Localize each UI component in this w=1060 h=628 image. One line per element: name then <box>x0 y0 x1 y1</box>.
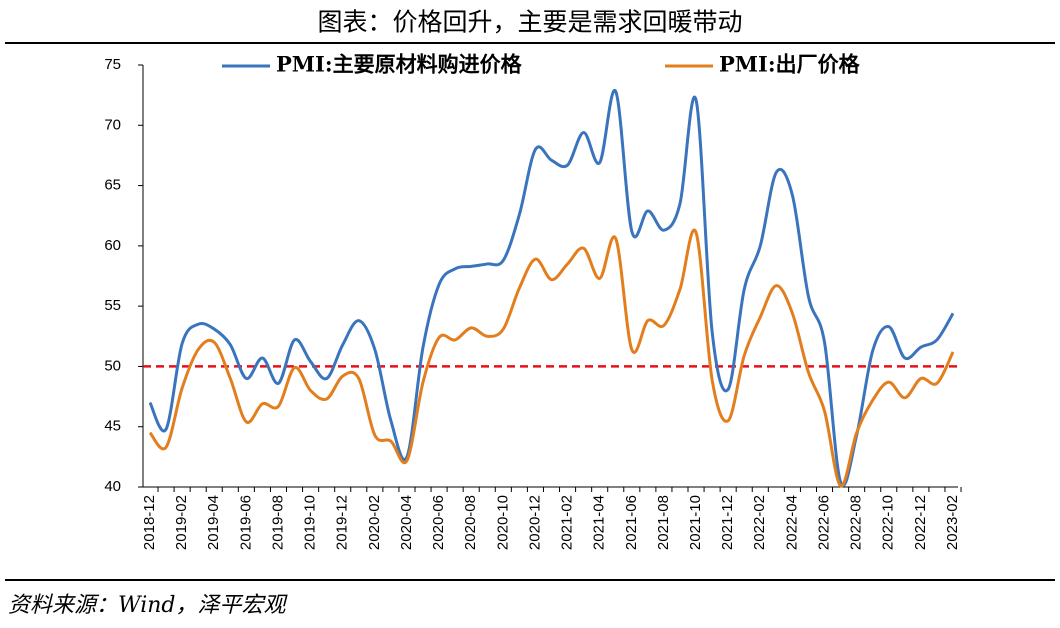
x-tick-label: 2021-04 <box>591 495 608 550</box>
chart-title: 图表：价格回升，主要是需求回暖带动 <box>317 8 742 37</box>
x-tick-label: 2022-02 <box>751 495 768 550</box>
y-tick-label: 65 <box>104 177 121 194</box>
x-tick-label: 2019-04 <box>205 495 222 550</box>
x-tick-label: 2023-02 <box>944 495 961 550</box>
x-tick-label: 2020-04 <box>398 495 415 550</box>
y-tick-label: 50 <box>104 357 121 374</box>
x-tick-label: 2021-12 <box>719 495 736 550</box>
x-tick-label: 2019-02 <box>173 495 190 550</box>
y-tick-label: 75 <box>104 56 121 73</box>
x-tick-label: 2020-08 <box>462 495 479 550</box>
y-tick-label: 45 <box>104 418 121 435</box>
x-tick-label: 2019-06 <box>237 495 254 550</box>
x-tick-label: 2022-04 <box>783 495 800 550</box>
y-tick-label: 40 <box>104 478 121 495</box>
x-tick-label: 2022-12 <box>912 495 929 550</box>
x-tick-label: 2020-02 <box>366 495 383 550</box>
x-tick-label: 2021-08 <box>655 495 672 550</box>
x-tick-label: 2022-06 <box>815 495 832 550</box>
x-tick-label: 2020-10 <box>494 495 511 550</box>
x-tick-label: 2021-06 <box>623 495 640 550</box>
x-tick-label: 2019-10 <box>302 495 319 550</box>
y-tick-label: 55 <box>104 297 121 314</box>
legend-label: PMI:主要原材料购进价格 <box>276 52 523 77</box>
source-note: 资料来源：Wind，泽平宏观 <box>8 593 289 618</box>
x-tick-label: 2019-12 <box>334 495 351 550</box>
x-tick-label: 2020-06 <box>430 495 447 550</box>
y-tick-label: 70 <box>104 116 121 133</box>
x-tick-label: 2021-10 <box>687 495 704 550</box>
y-tick-label: 60 <box>104 237 121 254</box>
x-tick-label: 2022-08 <box>848 495 865 550</box>
x-tick-label: 2021-02 <box>559 495 576 550</box>
legend-label: PMI:出厂价格 <box>719 52 861 77</box>
x-tick-label: 2018-12 <box>141 495 158 550</box>
series-line <box>148 228 955 488</box>
x-tick-label: 2020-12 <box>526 495 543 550</box>
x-tick-label: 2022-10 <box>880 495 897 550</box>
series-line <box>148 89 955 487</box>
x-tick-label: 2019-08 <box>269 495 286 550</box>
